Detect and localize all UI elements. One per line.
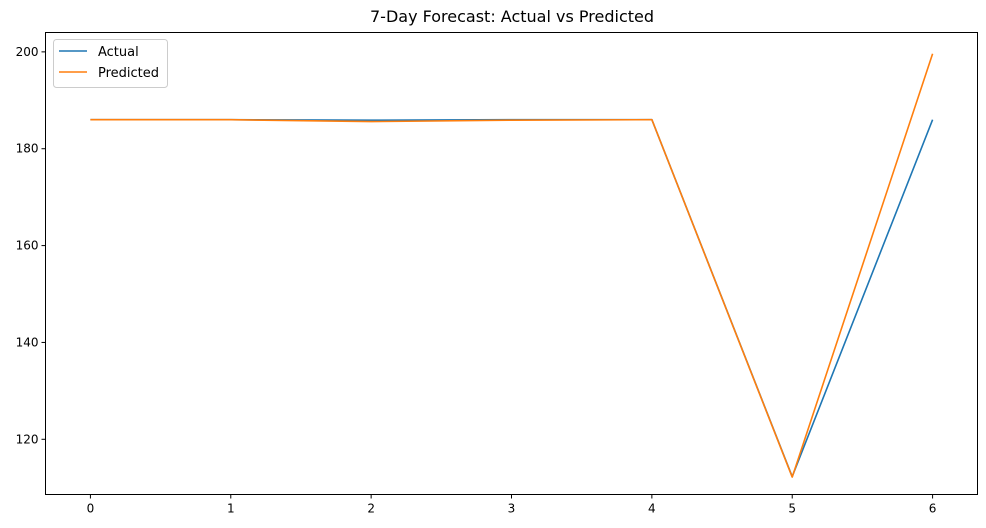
- series-line-actual: [90, 118, 934, 478]
- y-axis: 120 140 160 180 200: [16, 45, 46, 446]
- y-tick-label: 160: [16, 239, 39, 253]
- y-tick-label: 200: [16, 45, 39, 59]
- legend: Actual Predicted: [53, 39, 168, 88]
- series-line-predicted: [90, 53, 934, 478]
- chart-title: 7-Day Forecast: Actual vs Predicted: [370, 7, 654, 26]
- plot-lines: [90, 53, 934, 478]
- x-tick-label: 5: [788, 502, 796, 516]
- y-tick-label: 180: [16, 142, 39, 156]
- legend-label-actual: Actual: [98, 45, 139, 60]
- x-axis: 0 1 2 3 4 5 6: [87, 494, 937, 516]
- x-tick-label: 0: [87, 502, 95, 516]
- x-tick-label: 2: [367, 502, 375, 516]
- x-tick-label: 4: [648, 502, 656, 516]
- x-tick-label: 1: [227, 502, 235, 516]
- y-tick-label: 140: [16, 335, 39, 349]
- y-tick-label: 120: [16, 432, 39, 446]
- x-tick-label: 6: [929, 502, 937, 516]
- legend-label-predicted: Predicted: [98, 66, 159, 81]
- x-tick-label: 3: [508, 502, 516, 516]
- plot-area-frame: [45, 32, 978, 495]
